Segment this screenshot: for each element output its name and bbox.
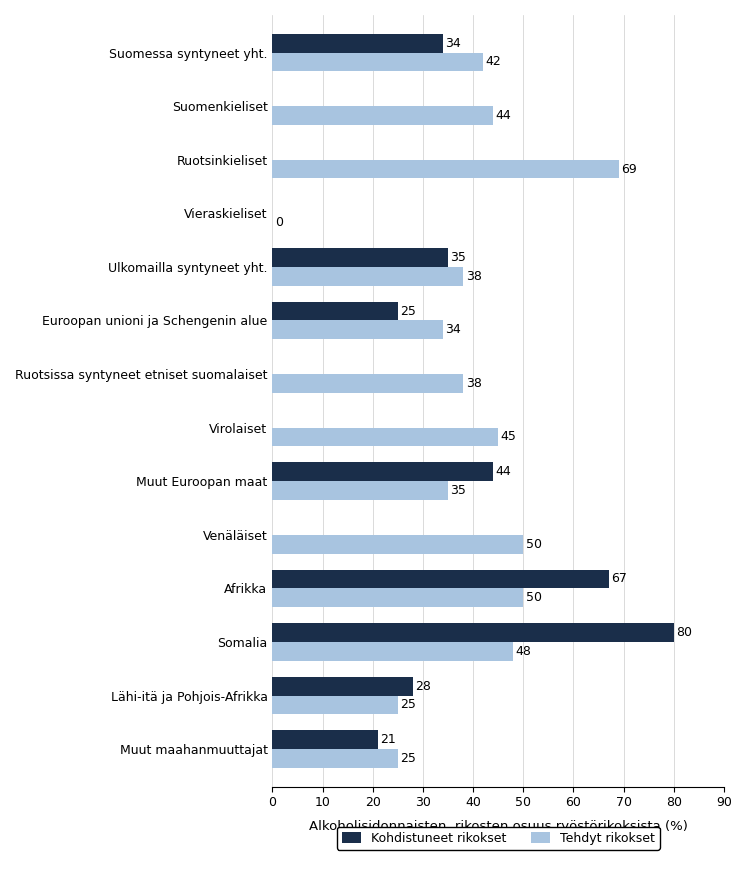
- Bar: [273, 677, 413, 696]
- Text: 50: 50: [526, 538, 542, 551]
- Text: 34: 34: [445, 323, 461, 337]
- Bar: [273, 321, 443, 339]
- Bar: [273, 749, 398, 768]
- Bar: [273, 160, 619, 179]
- Text: 38: 38: [465, 270, 482, 283]
- Bar: [273, 463, 493, 481]
- Bar: [273, 53, 483, 71]
- Bar: [273, 374, 463, 393]
- X-axis label: Alkoholisidonnaisten  rikosten osuus ryöstörikoksista (%): Alkoholisidonnaisten rikosten osuus ryös…: [309, 821, 688, 833]
- Text: 35: 35: [450, 251, 466, 264]
- Text: 25: 25: [400, 752, 416, 765]
- Text: 50: 50: [526, 591, 542, 605]
- Bar: [273, 34, 443, 53]
- Text: 44: 44: [496, 109, 512, 122]
- Text: 38: 38: [465, 377, 482, 390]
- Bar: [273, 642, 513, 661]
- Text: 0: 0: [275, 216, 283, 230]
- Text: 25: 25: [400, 698, 416, 712]
- Bar: [273, 535, 524, 554]
- Text: 48: 48: [515, 645, 532, 658]
- Text: 67: 67: [611, 572, 627, 586]
- Bar: [273, 267, 463, 286]
- Text: 25: 25: [400, 305, 416, 318]
- Text: 80: 80: [676, 626, 692, 639]
- Text: 44: 44: [496, 465, 512, 479]
- Bar: [273, 696, 398, 714]
- Bar: [273, 623, 674, 642]
- Text: 35: 35: [450, 484, 466, 497]
- Legend: Kohdistuneet rikokset, Tehdyt rikokset: Kohdistuneet rikokset, Tehdyt rikokset: [337, 827, 660, 850]
- Text: 28: 28: [415, 680, 431, 693]
- Text: 34: 34: [445, 37, 461, 50]
- Bar: [273, 302, 398, 321]
- Text: 21: 21: [380, 733, 396, 747]
- Text: 42: 42: [486, 55, 501, 69]
- Bar: [273, 428, 498, 446]
- Text: 69: 69: [622, 163, 637, 176]
- Bar: [273, 730, 378, 749]
- Bar: [273, 481, 448, 500]
- Bar: [273, 570, 609, 588]
- Bar: [273, 588, 524, 607]
- Bar: [273, 248, 448, 267]
- Text: 45: 45: [500, 430, 517, 444]
- Bar: [273, 106, 493, 125]
